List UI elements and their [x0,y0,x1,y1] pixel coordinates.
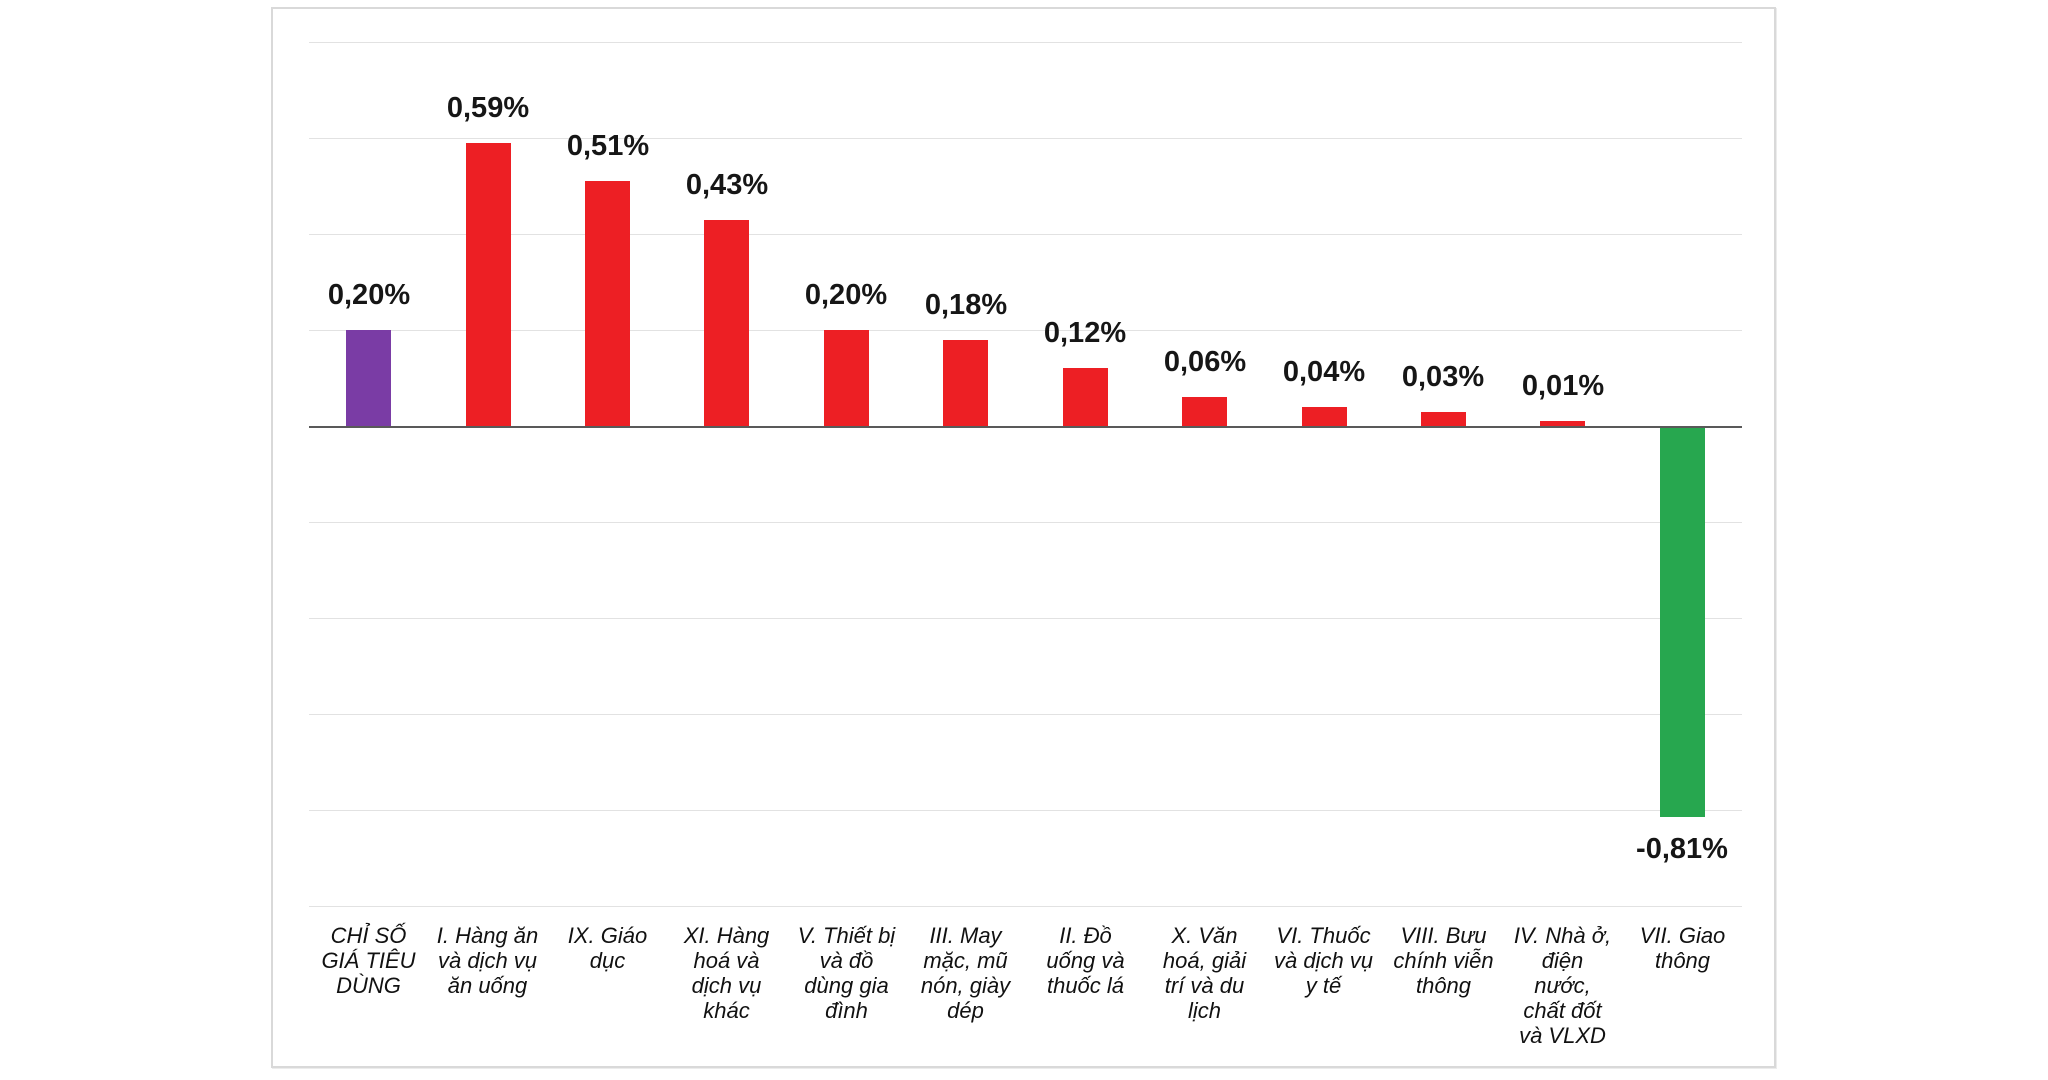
value-label: 0,04% [1282,356,1366,388]
value-label: -0,81% [1636,833,1728,865]
value-label: 0,03% [1401,361,1485,393]
value-label: 0,20% [327,279,411,311]
category-label: CHỈ SỐ GIÁ TIÊU DÙNG [321,923,416,998]
chart-frame: 0,20% 0,59% 0,51% 0,43% 0,20% 0,18% 0,12% 0,06%… [271,7,1776,1068]
bar-10 [1421,412,1466,426]
value-label: 0,01% [1521,370,1605,402]
bar-8 [1182,397,1227,426]
gridline [309,906,1742,907]
bar-7 [1063,368,1108,426]
bar-2 [466,143,511,426]
gridline [309,618,1742,619]
category-label: II. Đồ uống và thuốc lá [1046,923,1125,998]
value-label: 0,18% [924,289,1008,321]
gridline [309,810,1742,811]
gridline [309,714,1742,715]
category-label: III. May mặc, mũ nón, giày dép [920,923,1011,1023]
bar-11 [1540,421,1585,426]
value-label: 0,59% [446,92,530,124]
gridline [309,522,1742,523]
gridline [309,42,1742,43]
category-label: I. Hàng ăn và dịch vụ ăn uống [436,923,539,998]
bar-12 [1660,428,1705,817]
value-label: 0,51% [566,130,650,162]
category-label: VI. Thuốc và dịch vụ y tế [1273,923,1374,998]
bar-5 [824,330,869,426]
gridline [309,234,1742,235]
bar-4 [704,220,749,426]
bar-9 [1302,407,1347,426]
bar-1 [346,330,391,426]
value-label: 0,43% [685,169,769,201]
gridline [309,138,1742,139]
bar-6 [943,340,988,426]
category-label: IX. Giáo dục [567,923,648,973]
x-axis-zero-line [309,426,1742,428]
value-label: 0,20% [804,279,888,311]
category-label: IV. Nhà ở, điện nước, chất đốt và VLXD [1513,923,1612,1048]
value-label: 0,06% [1163,346,1247,378]
category-label: X. Văn hoá, giải trí và du lịch [1162,923,1247,1023]
bar-3 [585,181,630,426]
category-label: V. Thiết bị và đồ dùng gia đình [797,923,896,1023]
gridline [309,330,1742,331]
value-label: 0,12% [1043,317,1127,349]
category-label: VIII. Bưu chính viễn thông [1393,923,1494,998]
category-label: VII. Giao thông [1639,923,1726,973]
category-label: XI. Hàng hoá và dịch vụ khác [683,923,770,1023]
